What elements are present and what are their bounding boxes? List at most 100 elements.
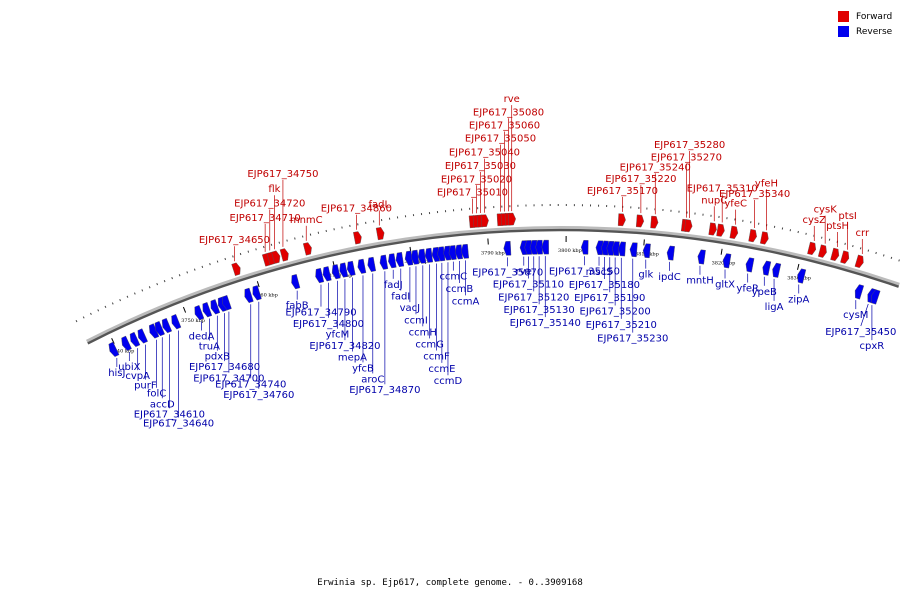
reverse-gene-label: ccmF: [423, 352, 450, 363]
forward-gene-label: EJP617_34750: [247, 169, 318, 180]
minor-tick: [224, 257, 227, 261]
minor-tick: [278, 241, 281, 244]
reverse-gene-arrow: [171, 314, 182, 330]
forward-gene-label: nupC: [701, 195, 727, 206]
forward-gene-arrow: [302, 242, 312, 256]
reverse-gene-label: ccmC: [439, 272, 467, 283]
reverse-gene-arrow: [339, 262, 349, 278]
minor-tick: [171, 277, 173, 280]
minor-tick: [133, 292, 136, 295]
minor-tick: [156, 283, 158, 286]
kbp-tick: [720, 248, 723, 255]
minor-tick: [852, 244, 854, 248]
reverse-gene-label: EJP617_34800: [293, 319, 364, 330]
forward-gene-label: ptsH: [826, 221, 849, 232]
forward-gene-label: EJP617_35030: [445, 161, 516, 172]
reverse-gene-arrow: [108, 341, 120, 357]
forward-gene-label: ptsI: [838, 211, 856, 222]
figure-caption: Erwinia sp. Ejp617, complete genome. - 0…: [317, 578, 583, 588]
forward-gene-arrow: [830, 247, 840, 262]
reverse-gene-arrow: [202, 302, 213, 318]
reverse-gene-arrow: [503, 240, 512, 256]
reverse-gene-label: EJP617_35150: [549, 266, 620, 277]
reverse-gene-label: ligA: [765, 302, 784, 313]
reverse-gene-label: mntH: [686, 276, 714, 287]
reverse-gene-label: zipA: [788, 295, 809, 306]
reverse-gene-label: pdxB: [205, 352, 231, 363]
forward-gene-arrow: [375, 227, 385, 241]
reverse-gene-arrow: [154, 320, 165, 337]
reverse-gene-label: fadJ: [384, 280, 403, 291]
forward-gene-arrow: [617, 213, 626, 227]
reverse-gene-arrow: [194, 305, 205, 321]
minor-tick: [119, 298, 121, 302]
forward-gene-label: EJP617_35220: [605, 174, 676, 185]
reverse-gene-arrow: [244, 287, 254, 304]
kbp-tick-label: 3800 kbp: [558, 248, 582, 254]
forward-gene-arrow: [807, 241, 817, 256]
reverse-gene-label: EJP617_35190: [574, 293, 645, 304]
reverse-gene-arrow: [854, 284, 865, 300]
forward-gene-label: EJP617_34650: [199, 235, 270, 246]
reverse-gene-label: EJP617_34700: [193, 374, 264, 385]
reverse-gene-label: EJP617_34790: [285, 308, 356, 319]
minor-tick: [178, 274, 181, 277]
forward-gene-label: EJP617_35270: [651, 153, 722, 164]
reverse-gene-label: EJP617_35110: [493, 279, 564, 290]
reverse-gene-arrow: [404, 250, 414, 266]
minor-tick: [75, 319, 78, 323]
kbp-tick-label: 3790 kbp: [481, 250, 505, 256]
reverse-gene-label: EJP617_35450: [825, 327, 896, 338]
minor-tick: [201, 265, 204, 268]
forward-gene-label: yfeH: [755, 178, 778, 189]
forward-gene-arrow: [716, 223, 725, 237]
reverse-gene-label: mscS: [586, 267, 613, 278]
reverse-gene-label: aroC: [361, 374, 384, 385]
reverse-gene-arrow: [745, 257, 755, 273]
reverse-gene-label: EJP617_34610: [134, 409, 205, 420]
forward-gene-label: fadL: [369, 200, 391, 211]
reverse-gene-arrow: [357, 258, 367, 274]
minor-tick: [209, 263, 211, 266]
reverse-gene-label: truA: [199, 342, 220, 353]
reverse-gene-arrow: [642, 243, 651, 259]
reverse-gene-label: gltX: [715, 280, 735, 291]
reverse-gene-arrow: [395, 251, 405, 268]
gene-labels: EJP617_34650 EJP617_34710 EJP617_34720 flk E…: [108, 94, 896, 429]
forward-gene-arrow: [759, 231, 769, 245]
reverse-gene-arrow: [315, 267, 325, 284]
reverse-gene-label: ccmD: [434, 376, 463, 387]
reverse-gene-label: glk: [638, 270, 653, 281]
reverse-gene-label: cvpA: [125, 371, 150, 382]
forward-gene-arrow: [708, 222, 717, 236]
reverse-gene-label: yfcM: [326, 330, 350, 341]
minor-tick: [104, 305, 107, 308]
reverse-gene-arrow: [580, 240, 589, 255]
reverse-gene-arrow: [697, 249, 706, 265]
reverse-gene-label: purF: [134, 381, 157, 392]
minor-tick: [186, 271, 189, 274]
reverse-gene-label: EJP617_35230: [597, 334, 668, 345]
forward-gene-label: EJP617_35240: [620, 162, 691, 173]
forward-gene-label: EJP617_35280: [654, 140, 725, 151]
legend-reverse-label: Reverse: [856, 26, 893, 37]
minor-tick: [286, 239, 288, 242]
minor-tick: [262, 245, 265, 249]
minor-tick: [163, 279, 166, 283]
reverse-gene-label: cysM: [843, 310, 868, 321]
minor-tick: [97, 309, 100, 312]
forward-gene-arrow: [231, 262, 241, 276]
forward-gene-label: flk: [268, 184, 280, 195]
minor-tick: [111, 302, 114, 305]
reverse-gene-arrow: [797, 268, 807, 284]
reverse-gene-arrow: [121, 335, 132, 351]
minor-tick: [82, 316, 85, 319]
reverse-gene-arrow: [454, 244, 463, 260]
forward-gene-arrow: [507, 212, 516, 226]
reverse-gene-arrow: [871, 289, 881, 305]
forward-gene-arrow: [650, 215, 659, 229]
reverse-gene-label: accD: [150, 399, 175, 410]
reverse-gene-label: fabB: [286, 301, 309, 312]
reverse-gene-arrow: [762, 260, 772, 276]
reverse-gene-label: ipdC: [658, 272, 680, 283]
